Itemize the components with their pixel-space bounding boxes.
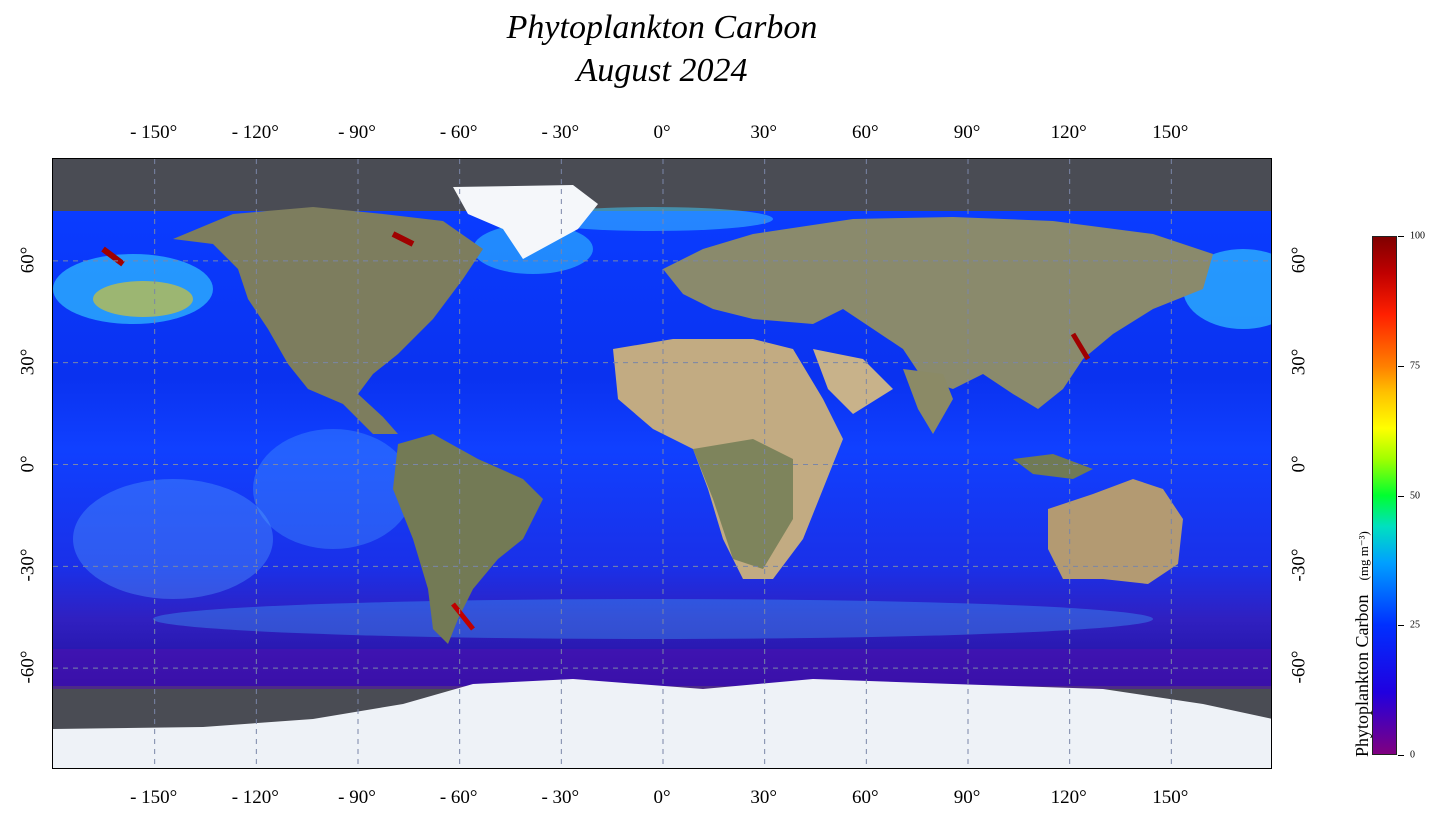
colorbar-tick-label: 100 xyxy=(1410,230,1425,242)
world-map xyxy=(52,158,1272,769)
lat-tick-label: 60° xyxy=(1287,246,1309,274)
lat-tick-label: 60° xyxy=(16,246,38,274)
lon-tick-label: - 150° xyxy=(130,787,178,808)
antarctica-ice xyxy=(53,679,1271,768)
graticule-lines xyxy=(53,159,1271,768)
lon-tick-label: - 150° xyxy=(130,122,178,143)
lon-tick-label: - 120° xyxy=(231,122,279,143)
lon-tick-label: - 60° xyxy=(439,122,478,143)
colorbar-label: Phytoplankton Carbon xyxy=(1352,594,1372,758)
lon-tick-label: 0° xyxy=(653,787,671,808)
colorbar-tick-mark xyxy=(1398,625,1404,627)
colorbar-tick-mark xyxy=(1398,365,1404,367)
map-title: Phytoplankton Carbon xyxy=(506,9,818,46)
colorbar-tick-label: 75 xyxy=(1410,360,1420,372)
colorbar-tick-mark xyxy=(1398,495,1404,497)
lon-tick-label: 0° xyxy=(653,122,671,143)
lon-tick-label: 150° xyxy=(1152,122,1189,143)
lat-tick-label: 0° xyxy=(17,454,39,473)
colorbar-tick-label: 0 xyxy=(1410,749,1415,761)
lon-tick-label: - 90° xyxy=(338,787,376,808)
lon-tick-label: 120° xyxy=(1050,787,1087,808)
lon-tick-label: - 30° xyxy=(541,122,580,143)
lat-tick-label: -30° xyxy=(1287,548,1309,582)
colorbar-tick-mark xyxy=(1398,236,1404,237)
lat-tick-label: -60° xyxy=(16,650,38,684)
colorbar-tick-mark xyxy=(1398,755,1404,756)
australia-land xyxy=(1048,479,1183,584)
lon-tick-label: 60° xyxy=(852,787,879,808)
lat-tick-label: 30° xyxy=(16,348,38,375)
lon-tick-label: 90° xyxy=(953,122,981,143)
eurasia-land xyxy=(663,217,1213,409)
south-america-land xyxy=(393,434,543,644)
lon-tick-label: - 90° xyxy=(338,122,376,143)
lon-tick-label: - 60° xyxy=(439,787,478,808)
north-america-land xyxy=(173,207,483,434)
phytoplankton-carbon-map xyxy=(53,159,1271,768)
lon-tick-label: - 120° xyxy=(231,787,279,808)
lon-tick-label: 60° xyxy=(852,122,879,143)
lon-tick-label: 150° xyxy=(1152,787,1189,808)
lon-tick-label: 120° xyxy=(1050,122,1087,143)
lat-tick-label: 0° xyxy=(1288,454,1310,473)
lat-tick-label: -30° xyxy=(16,548,38,582)
colorbar-gradient xyxy=(1372,236,1397,755)
colorbar-title: Phytoplankton Carbon (mg m⁻³) xyxy=(1352,531,1373,757)
lon-tick-label: 30° xyxy=(750,122,777,143)
lon-tick-label: 90° xyxy=(953,787,981,808)
colorbar-units: (mg m⁻³) xyxy=(1356,531,1371,581)
lon-tick-label: 30° xyxy=(750,787,777,808)
colorbar-tick-label: 25 xyxy=(1410,619,1420,631)
lon-tick-label: - 30° xyxy=(541,787,580,808)
colorbar-tick-label: 50 xyxy=(1410,490,1420,501)
lat-tick-label: 30° xyxy=(1287,348,1309,375)
map-subtitle-date: August 2024 xyxy=(576,52,748,89)
lat-tick-label: -60° xyxy=(1287,650,1309,684)
